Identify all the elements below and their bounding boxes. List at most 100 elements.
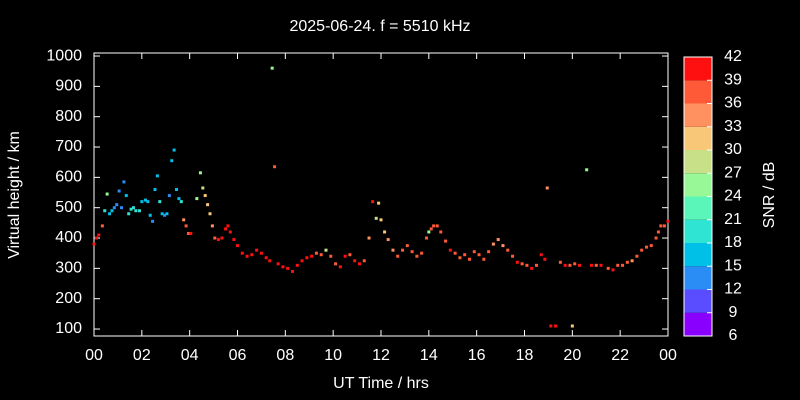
y-tick-label: 900 [55, 78, 82, 95]
point [585, 168, 589, 172]
colorbar-band [684, 266, 712, 290]
point [343, 254, 347, 258]
point [213, 236, 217, 240]
point [184, 224, 188, 228]
point [448, 248, 452, 252]
point [348, 253, 352, 257]
point [206, 203, 210, 207]
point [563, 263, 567, 267]
point [186, 231, 190, 235]
point [172, 148, 176, 152]
point [506, 248, 510, 252]
point [501, 244, 505, 248]
point [659, 224, 663, 228]
y-tick-label: 800 [55, 108, 82, 125]
point [630, 259, 634, 263]
point [170, 159, 174, 163]
point [129, 207, 133, 211]
y-axis-label: Virtual height / km [6, 131, 23, 259]
point [122, 180, 126, 184]
point [226, 224, 230, 228]
point [357, 262, 361, 266]
point [405, 244, 409, 248]
point [439, 230, 443, 234]
point [367, 236, 371, 240]
point [255, 248, 259, 252]
colorbar-tick-label: 39 [724, 71, 742, 88]
y-tick-label: 100 [55, 320, 82, 337]
point [379, 218, 383, 222]
point [525, 263, 529, 267]
point [635, 254, 639, 258]
point [496, 238, 500, 242]
point [103, 209, 107, 213]
point [649, 244, 653, 248]
point [97, 233, 101, 237]
x-tick-label: 06 [229, 347, 247, 364]
point [216, 238, 220, 242]
point [208, 212, 212, 216]
colorbar-tick-label: 21 [724, 211, 742, 228]
point [268, 259, 272, 263]
point [264, 256, 268, 260]
point [666, 219, 670, 223]
y-tick-label: 700 [55, 138, 82, 155]
point [270, 66, 274, 70]
point [549, 324, 553, 328]
point [396, 254, 400, 258]
point [189, 231, 193, 235]
colorbar-band [684, 103, 712, 127]
point [420, 251, 424, 255]
point [158, 200, 162, 204]
point [134, 209, 138, 213]
point [432, 224, 436, 228]
point [386, 238, 390, 242]
point [515, 260, 519, 264]
point [487, 250, 491, 254]
point [383, 230, 387, 234]
colorbar-tick-label: 24 [724, 188, 742, 205]
point [491, 242, 495, 246]
colorbar-tick-label: 36 [724, 95, 742, 112]
colorbar-band [684, 173, 712, 197]
point [611, 268, 615, 272]
point [599, 263, 603, 267]
colorbar-band [684, 219, 712, 243]
point [656, 230, 660, 234]
point [198, 171, 202, 175]
point [329, 254, 333, 258]
point [377, 201, 381, 205]
point [472, 250, 476, 254]
point [374, 216, 378, 220]
x-tick-label: 22 [611, 347, 629, 364]
point [573, 262, 577, 266]
point [291, 269, 295, 273]
point [520, 262, 524, 266]
point [295, 263, 299, 267]
point [112, 206, 116, 210]
colorbar-band [684, 126, 712, 150]
x-tick-label: 12 [372, 347, 390, 364]
point [621, 263, 625, 267]
y-tick-label: 300 [55, 260, 82, 277]
point [120, 206, 124, 210]
point [467, 257, 471, 261]
point [137, 209, 141, 213]
colorbar-tick-label: 30 [724, 141, 742, 158]
point [353, 259, 357, 263]
point [662, 224, 666, 228]
colorbar-band [684, 80, 712, 104]
point [444, 239, 448, 243]
point [131, 206, 135, 210]
point [163, 213, 167, 217]
point [511, 254, 515, 258]
point [458, 256, 462, 260]
point [115, 203, 119, 207]
point [644, 245, 648, 249]
point [545, 186, 549, 190]
colorbar-tick-label: 6 [729, 327, 738, 344]
point [589, 263, 593, 267]
point [300, 259, 304, 263]
colorbar-tick-label: 9 [729, 304, 738, 321]
